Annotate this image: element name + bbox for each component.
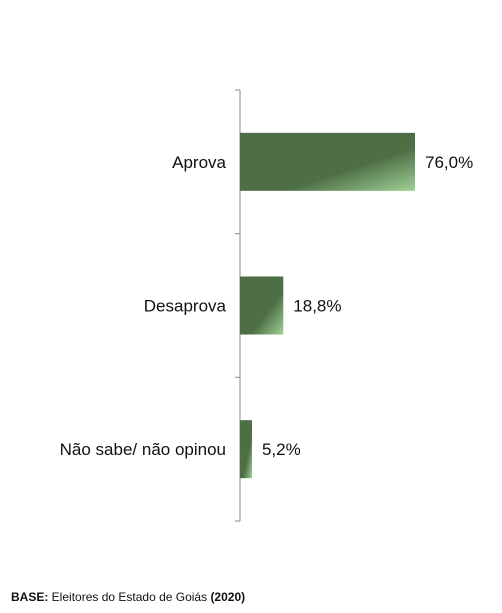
base-year: (2020) [210, 590, 246, 604]
bar-1 [240, 132, 415, 191]
value-label: 18,8% [293, 297, 341, 316]
category-label: Aprova [172, 153, 226, 172]
value-label: 5,2% [262, 440, 301, 459]
value-label: 76,0% [425, 153, 473, 172]
bars [240, 132, 415, 479]
labels: Aprova 76,0% Desaprova 18,8% Não sabe/ não o… [60, 153, 474, 459]
base-text: Eleitores do Estado de Goiás [48, 590, 211, 604]
y-axis [235, 89, 241, 522]
bar-3 [240, 420, 252, 479]
base-label: BASE: [11, 590, 49, 604]
category-label: Desaprova [144, 297, 227, 316]
category-label: Não sabe/ não opinou [60, 440, 226, 459]
bar-2 [240, 276, 284, 335]
base-footnote: BASE: Eleitores do Estado de Goiás (2020… [11, 590, 245, 604]
